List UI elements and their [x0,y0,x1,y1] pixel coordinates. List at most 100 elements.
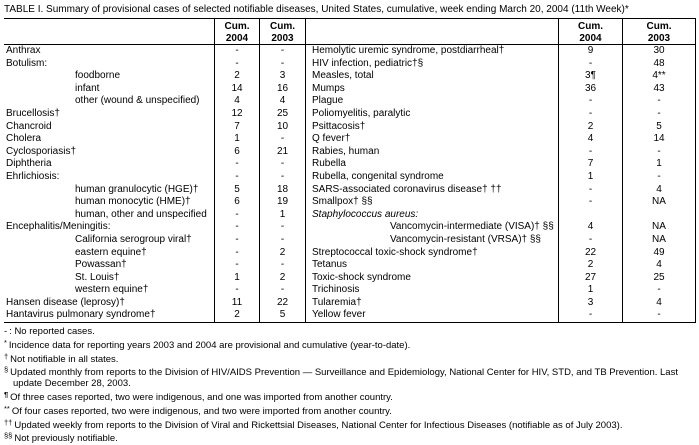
value-left-cum-2003: - [259,45,306,58]
value-left-cum-2004: 4 [214,95,259,108]
footnote-marker: ** [4,403,10,413]
cum-label: Cum. [224,21,250,32]
value-left-cum-2004: - [214,246,259,260]
disease-name-left: Hantavirus pulmonary syndrome† [6,309,156,321]
notifiable-diseases-table: Cum. 2004 Cum. 2003 Cum. 2004 Cum. 2003 … [4,18,696,324]
year-2003-label: 2003 [647,32,671,44]
footnote-marker: ¶ [4,390,9,400]
value-right-cum-2003: 4** [622,70,696,83]
value-right-cum-2003: 4 [622,183,696,197]
footnote-text: Updated monthly from reports to the Divi… [10,367,678,390]
footnote-text: Incidence data for reporting years 2003 … [8,339,411,351]
value-left-cum-2004: - [214,45,259,58]
disease-name-right: Toxic-shock syndrome [312,271,411,283]
value-right-cum-2003: - [622,170,696,184]
value-right-cum-2004: 27 [558,271,622,285]
value-right-cum-2003: 48 [622,57,696,71]
footnote-text: Not notifiable in all states. [10,353,119,365]
header-blank-right [306,19,558,45]
disease-name-right: Q fever† [312,133,351,145]
value-right-cum-2003: 14 [622,133,696,146]
header-right-cum-2004: Cum. 2004 [558,19,622,45]
disease-name-right: Trichinosis [312,284,360,296]
disease-name-left: Diphtheria [6,158,52,170]
value-right-cum-2003: 5 [622,120,696,134]
value-left-cum-2003: 10 [259,120,306,134]
year-2004-label: 2004 [225,32,249,44]
value-left-cum-2004: 14 [214,82,259,96]
disease-name-left: eastern equine† [75,246,147,258]
disease-name-left: Chancroid [6,120,52,132]
disease-name-right: Yellow fever [312,309,366,321]
footnote: -: No reported cases. [4,326,696,338]
footnote: §§ Not previously notifiable. [4,431,696,445]
value-right-cum-2004: - [558,183,622,197]
value-left-cum-2004: 6 [214,196,259,209]
disease-name-right: Staphylococcus aureus: [312,208,419,220]
footnote-marker: - [4,326,8,338]
value-left-cum-2003: - [259,170,306,184]
value-left-cum-2003: 16 [259,82,306,96]
disease-name-left: Hansen disease (leprosy)† [6,296,125,308]
year-2004-label: 2004 [579,32,602,44]
footnote-text: Of three cases reported, two were indige… [10,392,393,404]
value-left-cum-2004: 1 [214,133,259,146]
value-right-cum-2003: - [622,284,696,297]
value-right-cum-2004: - [558,309,622,323]
footnote-marker: †† [4,417,13,427]
value-left-cum-2004: 2 [214,309,259,323]
value-right-cum-2004: - [558,233,622,247]
cum-label: Cum. [578,21,603,32]
value-left-cum-2003: 22 [259,296,306,310]
value-left-cum-2003: 2 [259,271,306,285]
value-right-cum-2003: 4 [622,259,696,272]
value-right-cum-2004: - [558,196,622,209]
value-right-cum-2003: NA [622,233,696,247]
value-right-cum-2004: 1 [558,170,622,184]
value-left-cum-2004: - [214,221,259,234]
value-left-cum-2003: - [259,233,306,247]
footnote: * Incidence data for reporting years 2003… [4,338,696,352]
footnote-marker: † [4,351,9,361]
value-right-cum-2004: 2 [558,259,622,272]
value-left-cum-2003: - [259,221,306,234]
value-right-cum-2003: - [622,107,696,121]
value-right-cum-2004: 4 [558,133,622,146]
value-right-cum-2003: 25 [622,271,696,285]
value-left-cum-2003: 1 [259,208,306,222]
disease-name-left: California serogroup viral† [75,233,192,245]
value-left-cum-2004: - [214,208,259,222]
year-2003-label: 2003 [271,32,294,44]
value-left-cum-2004: - [214,259,259,272]
disease-name-left: other (wound & unspecified) [75,95,200,107]
footnote-marker: § [4,365,9,375]
disease-name-right: HIV infection, pediatric†§ [312,57,424,69]
disease-name-right: Tetanus [312,259,348,271]
value-left-cum-2004: 6 [214,145,259,159]
value-left-cum-2004: 7 [214,120,259,134]
disease-name-right: SARS-associated coronavirus disease† †† [312,183,502,195]
disease-name-right: Tularemia† [312,296,362,308]
value-left-cum-2004: 1 [214,271,259,285]
value-right-cum-2004: - [558,145,622,159]
value-right-cum-2003: 49 [622,246,696,260]
value-left-cum-2003: 3 [259,70,306,83]
value-right-cum-2004: 1 [558,284,622,297]
value-left-cum-2003: 25 [259,107,306,121]
disease-name-left: Cyclosporiasis† [6,145,77,157]
disease-name-right: Hemolytic uremic syndrome, postdiarrheal… [312,45,505,56]
disease-name-left: St. Louis† [75,271,120,283]
header-left-cum-2004: Cum. 2004 [214,19,259,45]
table-title: TABLE I. Summary of provisional cases of… [4,4,629,15]
value-left-cum-2003: 18 [259,183,306,197]
footnote-marker: §§ [4,431,13,441]
value-right-cum-2004: - [558,57,622,71]
value-right-cum-2003: - [622,95,696,108]
value-left-cum-2004: - [214,284,259,297]
value-right-cum-2004: - [558,95,622,108]
value-left-cum-2003: 2 [259,246,306,260]
value-left-cum-2003: 4 [259,95,306,108]
disease-name-right: Measles, total [312,70,374,82]
footnote-text: Of four cases reported, two were indigen… [11,405,392,417]
value-right-cum-2004: 3¶ [558,70,622,83]
